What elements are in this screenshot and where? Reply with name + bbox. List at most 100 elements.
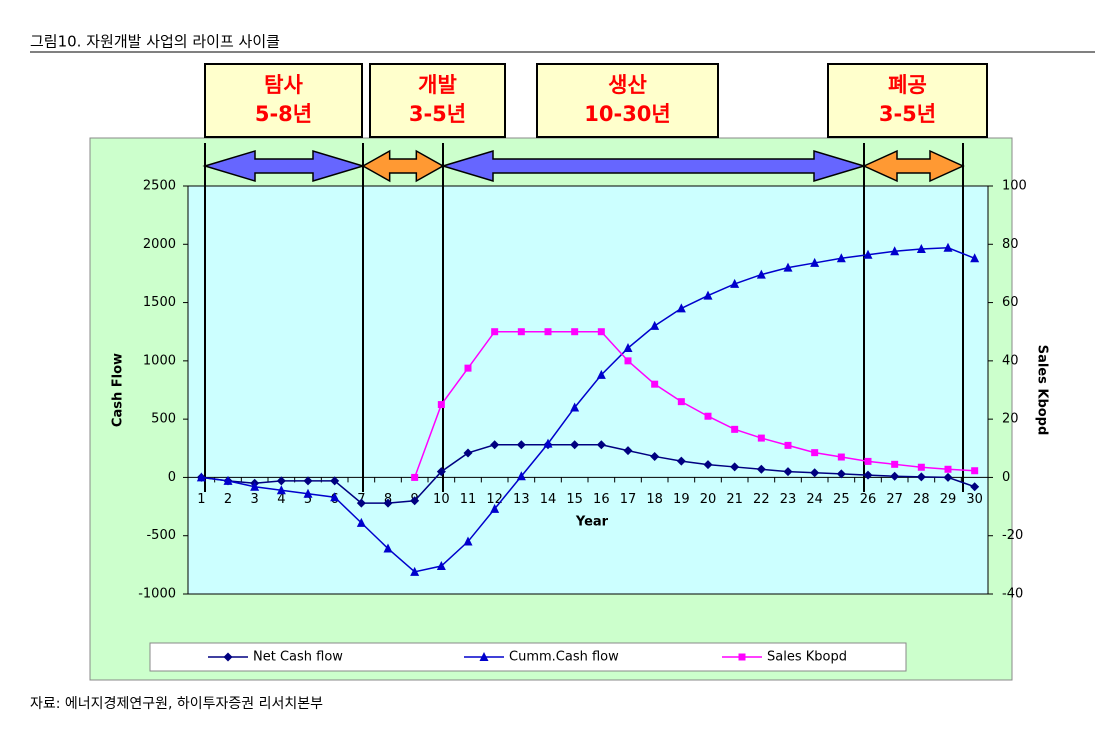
point	[916, 243, 926, 253]
y2-tick-label: 40	[1002, 353, 1019, 368]
point	[704, 412, 712, 420]
point	[356, 498, 366, 508]
phase-duration: 3-5년	[409, 102, 466, 126]
x-tick-label: 19	[673, 492, 690, 507]
x-tick-label: 4	[277, 492, 285, 507]
x-tick-label: 26	[860, 492, 877, 507]
point	[730, 462, 740, 472]
y2-tick-label: -20	[1002, 528, 1023, 543]
point	[730, 278, 740, 288]
series-line	[413, 330, 975, 478]
phase-box	[204, 63, 363, 138]
point	[597, 328, 605, 336]
y-tick-label: -1000	[138, 587, 176, 602]
point	[970, 482, 980, 492]
point	[971, 467, 979, 475]
point	[570, 402, 580, 412]
phase-box	[369, 63, 506, 138]
x-tick-label: 23	[780, 492, 797, 507]
point	[810, 468, 820, 478]
point	[703, 290, 713, 300]
x-tick-label: 1	[197, 492, 205, 507]
y2-tick-label: 0	[1002, 470, 1010, 485]
legend-marker	[223, 652, 233, 662]
x-tick-label: 10	[433, 492, 450, 507]
point	[276, 485, 286, 495]
x-tick-label: 15	[566, 492, 583, 507]
x-tick-label: 13	[513, 492, 530, 507]
figure-title: 그림10. 자원개발 사업의 라이프 사이클	[30, 33, 280, 51]
point	[943, 472, 953, 482]
point	[543, 438, 553, 448]
point	[836, 253, 846, 263]
x-tick-label: 22	[753, 492, 770, 507]
point	[756, 464, 766, 474]
phase-name: 탐사	[264, 73, 303, 97]
point	[650, 451, 660, 461]
point	[837, 453, 845, 461]
x-tick-label: 28	[913, 492, 930, 507]
phase-duration: 5-8년	[255, 102, 312, 126]
point	[863, 470, 873, 480]
point	[436, 561, 446, 571]
point	[383, 498, 393, 508]
point	[463, 448, 473, 458]
y2-tick-label: -40	[1002, 587, 1023, 602]
point	[916, 472, 926, 482]
x-tick-label: 3	[251, 492, 259, 507]
x-tick-label: 29	[940, 492, 957, 507]
point	[223, 475, 233, 485]
point	[516, 440, 526, 450]
point	[544, 328, 552, 336]
point	[196, 472, 206, 482]
x-tick-label: 11	[460, 492, 477, 507]
point	[890, 246, 900, 256]
point	[676, 456, 686, 466]
point	[677, 398, 685, 406]
x-tick-label: 30	[966, 492, 983, 507]
x-tick-label: 25	[833, 492, 850, 507]
x-axis-label: Year	[575, 515, 609, 530]
x-tick-label: 20	[700, 492, 717, 507]
point	[303, 488, 313, 498]
phase-duration: 3-5년	[879, 102, 936, 126]
point	[330, 492, 340, 502]
point	[411, 473, 419, 481]
point	[624, 357, 632, 365]
x-tick-label: 24	[806, 492, 823, 507]
point	[303, 476, 313, 486]
x-tick-label: 18	[646, 492, 663, 507]
point	[383, 543, 393, 553]
y-tick-label: 500	[151, 412, 176, 427]
point	[570, 440, 580, 450]
point	[437, 401, 445, 409]
y2-tick-label: 20	[1002, 412, 1019, 427]
series-line	[201, 247, 975, 573]
point	[676, 303, 686, 313]
point	[276, 476, 286, 486]
legend-label: Cumm.Cash flow	[509, 650, 619, 665]
phases: 탐사 5-8년 개발 3-5년 생산 10-30년 폐공 3-5년	[204, 63, 988, 138]
phase-arrows	[202, 143, 965, 492]
y-axis-label: Cash Flow	[111, 353, 126, 427]
x-tick-label: 27	[886, 492, 903, 507]
point	[596, 369, 606, 379]
point	[863, 249, 873, 259]
point	[623, 343, 633, 353]
point	[490, 440, 500, 450]
point	[891, 460, 899, 468]
phase-name: 폐공	[888, 73, 927, 97]
y2-tick-label: 60	[1002, 295, 1019, 310]
point	[943, 242, 953, 252]
legend-label: Net Cash flow	[253, 650, 343, 665]
point	[811, 449, 819, 457]
point	[944, 465, 952, 473]
point	[917, 463, 925, 471]
phase-name: 생산	[608, 73, 647, 97]
point	[810, 257, 820, 267]
point	[836, 469, 846, 479]
point	[330, 476, 340, 486]
point	[356, 517, 366, 527]
y-tick-label: 1000	[143, 353, 176, 368]
